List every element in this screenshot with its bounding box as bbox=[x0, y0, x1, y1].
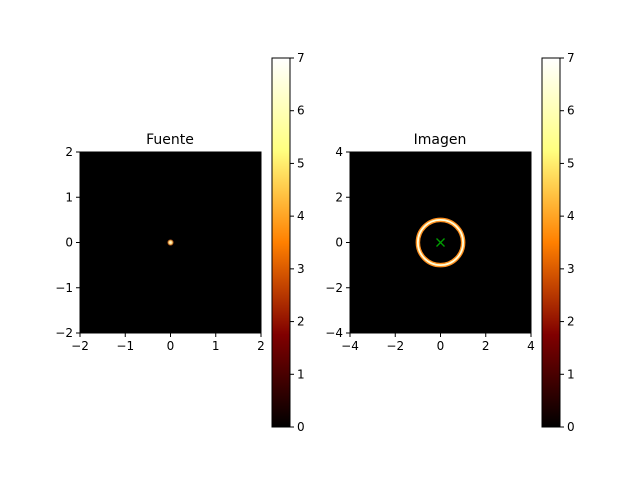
panel-fuente: Fuente −2 −1 0 1 2 −2 −1 0 1 2 bbox=[55, 132, 265, 353]
colorbar-tick-label: 2 bbox=[297, 315, 305, 329]
colorbar-tick-label: 7 bbox=[567, 51, 575, 65]
colorbar-tick-label: 6 bbox=[567, 104, 575, 118]
x-tick-label: −4 bbox=[341, 339, 359, 353]
x-axis-ticks: −2 −1 0 1 2 bbox=[71, 333, 265, 353]
panel-imagen: Imagen −4 −2 0 2 4 −4 −2 0 2 4 bbox=[325, 132, 535, 353]
x-tick-label: 1 bbox=[212, 339, 220, 353]
y-tick-label: −1 bbox=[55, 281, 73, 295]
source-spot bbox=[167, 239, 174, 246]
panel-title: Imagen bbox=[414, 132, 467, 148]
colorbar-ticks: 0 1 2 3 4 5 6 7 bbox=[290, 51, 305, 434]
y-axis-ticks: −2 −1 0 1 2 bbox=[55, 145, 80, 340]
colorbar-gradient bbox=[271, 57, 291, 428]
colorbar-tick-label: 7 bbox=[297, 51, 305, 65]
colorbar-tick-label: 5 bbox=[297, 156, 305, 170]
colorbar-tick-label: 4 bbox=[297, 209, 305, 223]
y-tick-label: 0 bbox=[65, 236, 73, 250]
x-axis-ticks: −4 −2 0 2 4 bbox=[341, 333, 535, 353]
y-tick-label: −2 bbox=[55, 326, 73, 340]
y-tick-label: −2 bbox=[325, 281, 343, 295]
x-tick-label: 2 bbox=[257, 339, 265, 353]
colorbar-tick-label: 3 bbox=[297, 262, 305, 276]
y-tick-label: 2 bbox=[65, 145, 73, 159]
y-tick-label: 1 bbox=[65, 190, 73, 204]
colorbar-tick-label: 0 bbox=[567, 420, 575, 434]
colorbar-tick-label: 2 bbox=[567, 315, 575, 329]
panel-title: Fuente bbox=[146, 132, 194, 148]
x-tick-label: −1 bbox=[116, 339, 134, 353]
colorbar-fuente: 0 1 2 3 4 5 6 7 bbox=[271, 51, 305, 434]
y-tick-label: 0 bbox=[335, 236, 343, 250]
y-axis-ticks: −4 −2 0 2 4 bbox=[325, 145, 350, 340]
colorbar-tick-label: 5 bbox=[567, 156, 575, 170]
y-tick-label: 2 bbox=[335, 190, 343, 204]
colorbar-tick-label: 1 bbox=[297, 367, 305, 381]
x-tick-label: −2 bbox=[71, 339, 89, 353]
image-features bbox=[415, 217, 466, 268]
x-tick-label: 0 bbox=[167, 339, 175, 353]
colorbar-gradient bbox=[541, 57, 561, 428]
x-tick-label: 4 bbox=[527, 339, 535, 353]
colorbar-tick-label: 3 bbox=[567, 262, 575, 276]
x-tick-label: −2 bbox=[386, 339, 404, 353]
colorbar-tick-label: 4 bbox=[567, 209, 575, 223]
einstein-ring bbox=[416, 218, 465, 267]
y-tick-label: 4 bbox=[335, 145, 343, 159]
colorbar-tick-label: 6 bbox=[297, 104, 305, 118]
center-marker bbox=[436, 238, 445, 247]
x-tick-label: 2 bbox=[482, 339, 490, 353]
colorbar-tick-label: 1 bbox=[567, 367, 575, 381]
x-tick-label: 0 bbox=[437, 339, 445, 353]
image-features bbox=[167, 239, 174, 246]
colorbar-ticks: 0 1 2 3 4 5 6 7 bbox=[560, 51, 575, 434]
y-tick-label: −4 bbox=[325, 326, 343, 340]
colorbar-tick-label: 0 bbox=[297, 420, 305, 434]
colorbar-imagen: 0 1 2 3 4 5 6 7 bbox=[541, 51, 575, 434]
